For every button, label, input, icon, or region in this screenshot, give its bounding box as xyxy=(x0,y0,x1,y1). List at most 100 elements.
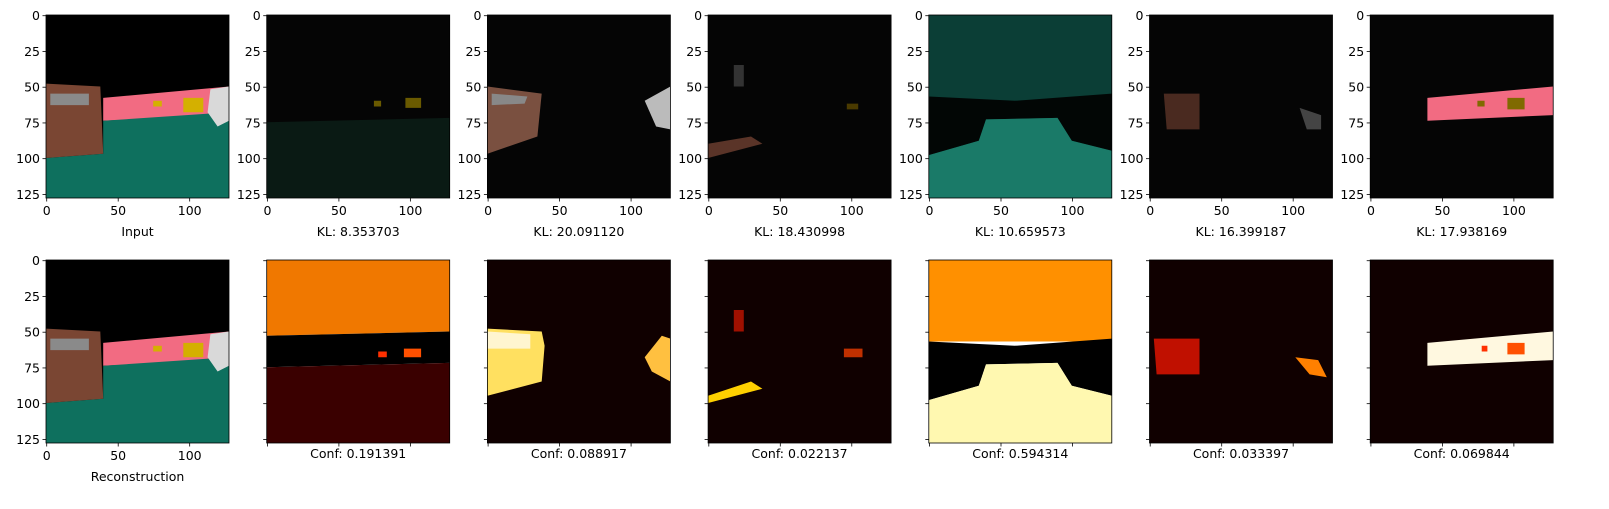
image xyxy=(266,260,450,443)
image-region xyxy=(487,15,671,198)
y-tick-label: 25 xyxy=(24,44,40,59)
panel: 0 50 100 0 25 50 75 100 125 KL: 20.091120 xyxy=(458,8,671,239)
image xyxy=(46,15,229,198)
y-tick-label: 0 xyxy=(253,8,261,23)
image xyxy=(1370,260,1554,443)
y-tick-label: 125 xyxy=(1340,187,1364,202)
x-tick-label: 0 xyxy=(263,203,271,218)
image-region xyxy=(266,260,450,336)
y-tick-label: 25 xyxy=(245,44,261,59)
image-region xyxy=(733,310,744,332)
image-region xyxy=(46,112,229,198)
panel: 0 50 100 0 25 50 75 100 125 Input xyxy=(16,8,230,239)
x-tick-label: 0 xyxy=(705,203,713,218)
image-region xyxy=(50,93,89,106)
y-tick-label: 125 xyxy=(16,432,40,447)
image xyxy=(1370,15,1554,198)
image xyxy=(1149,15,1333,198)
image xyxy=(708,15,892,198)
y-tick-label: 75 xyxy=(24,115,40,130)
y-tick-label: 100 xyxy=(678,151,702,166)
axes-label: KL: 8.353703 xyxy=(317,224,400,239)
image-region xyxy=(843,348,863,358)
x-tick-label: 100 xyxy=(840,203,864,218)
image-region xyxy=(928,93,1112,156)
axes-frame xyxy=(45,14,230,199)
panel: Conf: 0.594314 xyxy=(925,259,1113,461)
y-tick-label: 50 xyxy=(1348,80,1364,95)
y-tick-label: 75 xyxy=(465,115,481,130)
y-tick-label: 0 xyxy=(1356,8,1364,23)
y-tick-label: 50 xyxy=(907,80,923,95)
image-region xyxy=(708,136,763,158)
y-tick-label: 25 xyxy=(1348,44,1364,59)
y-tick-label: 100 xyxy=(899,151,923,166)
axes-frame xyxy=(486,14,671,199)
axes-frame xyxy=(928,259,1113,444)
x-tick-label: 0 xyxy=(43,203,51,218)
axes-label: Conf: 0.594314 xyxy=(972,446,1068,461)
image xyxy=(1149,260,1333,443)
image-region xyxy=(644,335,671,382)
axes-frame xyxy=(1149,259,1333,444)
x-tick-label: 100 xyxy=(1061,203,1085,218)
image-region xyxy=(708,260,892,443)
image-region xyxy=(183,342,204,358)
image-region xyxy=(266,331,450,368)
y-tick-label: 125 xyxy=(899,187,923,202)
x-tick-label: 50 xyxy=(331,203,347,218)
image-region xyxy=(733,65,744,87)
axes-frame xyxy=(45,259,230,444)
y-tick-label: 75 xyxy=(1128,115,1144,130)
y-tick-label: 75 xyxy=(686,115,702,130)
y-tick-label: 75 xyxy=(1348,115,1364,130)
image-region xyxy=(708,15,892,198)
axes-label: KL: 16.399187 xyxy=(1196,224,1287,239)
image-region xyxy=(50,338,89,351)
x-tick-label: 0 xyxy=(43,448,51,463)
image-region xyxy=(207,331,229,372)
y-tick-label: 50 xyxy=(1128,80,1144,95)
y-tick-label: 0 xyxy=(32,8,40,23)
x-tick-label: 0 xyxy=(1146,203,1154,218)
x-tick-label: 100 xyxy=(398,203,422,218)
x-tick-label: 100 xyxy=(178,203,202,218)
panel: Conf: 0.033397 xyxy=(1146,259,1333,461)
y-tick-label: 0 xyxy=(915,8,923,23)
y-tick-label: 0 xyxy=(32,253,40,268)
panel: Conf: 0.022137 xyxy=(704,259,892,461)
image-region xyxy=(928,338,1112,401)
image xyxy=(708,260,892,443)
panel: Conf: 0.069844 xyxy=(1366,259,1554,461)
image-region xyxy=(1427,86,1554,121)
image-region xyxy=(928,117,1112,198)
axes-frame xyxy=(707,14,892,199)
axes-label: KL: 17.938169 xyxy=(1416,224,1507,239)
image-region xyxy=(207,86,229,127)
y-tick-label: 75 xyxy=(24,360,40,375)
image xyxy=(46,260,229,443)
image xyxy=(928,15,1112,198)
y-tick-label: 50 xyxy=(24,80,40,95)
x-tick-label: 50 xyxy=(552,203,568,218)
image-region xyxy=(928,260,1112,342)
y-tick-label: 25 xyxy=(24,289,40,304)
image-region xyxy=(403,348,422,358)
x-tick-label: 50 xyxy=(772,203,788,218)
x-tick-label: 100 xyxy=(178,448,202,463)
y-tick-label: 0 xyxy=(694,8,702,23)
axes-frame xyxy=(928,14,1113,199)
axes-label: Conf: 0.069844 xyxy=(1414,446,1510,461)
image-region xyxy=(1295,357,1327,378)
image-region xyxy=(928,362,1112,443)
axes-frame xyxy=(266,14,451,199)
image-region xyxy=(103,331,229,366)
y-tick-label: 100 xyxy=(16,151,40,166)
image-region xyxy=(644,86,671,130)
axes-label: Conf: 0.022137 xyxy=(752,446,848,461)
panel: 0 50 100 0 25 50 75 100 125 Reconstruction xyxy=(16,253,230,484)
image-region xyxy=(846,103,859,110)
x-tick-label: 0 xyxy=(484,203,492,218)
image-region xyxy=(1427,331,1554,366)
axes-label: KL: 10.659573 xyxy=(975,224,1066,239)
